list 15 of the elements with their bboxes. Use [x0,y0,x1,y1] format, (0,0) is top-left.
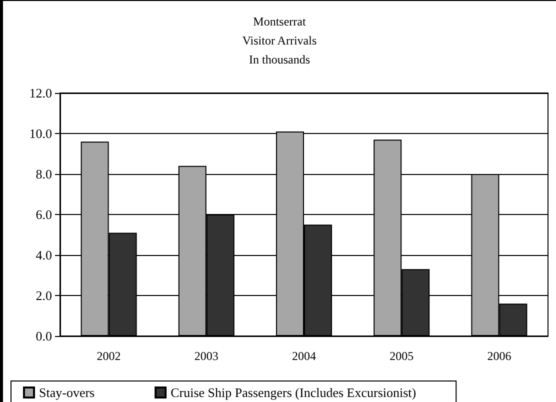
x-tick-label: 2006 [487,349,512,363]
y-tick-label: 2.0 [36,288,52,303]
y-tick-label: 12.0 [29,86,52,100]
y-tick-label: 4.0 [36,248,52,262]
x-tick-label: 2004 [292,349,316,363]
legend-label: Cruise Ship Passengers (Includes Excursionist) [170,385,416,400]
y-tick-label: 8.0 [36,166,52,182]
x-tick-label: 2002 [96,349,121,363]
y-tick-label: 6.0 [36,207,52,222]
x-tick-label: 2005 [390,349,414,363]
x-tick-label: 2003 [194,349,218,363]
legend-label: Stay-overs [39,385,95,400]
y-tick-label: 10.0 [29,126,52,141]
y-tick-label: 0.0 [36,328,52,344]
chart-title: Montserrat Visitor Arrivals In thousands [242,14,317,66]
